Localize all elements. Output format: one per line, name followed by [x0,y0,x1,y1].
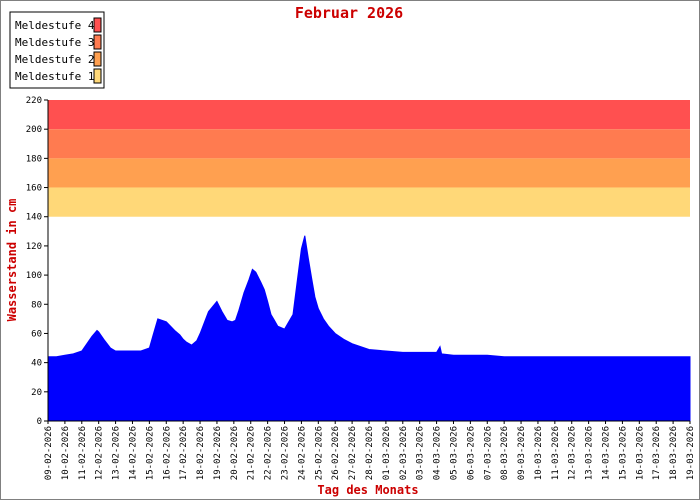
x-tick-label: 19-02-2026 [213,426,223,480]
x-tick-label: 17-02-2026 [179,426,189,480]
x-tick-label: 08-03-2026 [500,426,510,480]
x-tick-label: 14-02-2026 [128,426,138,480]
x-tick-label: 11-03-2026 [551,426,561,480]
x-tick-label: 15-03-2026 [618,426,628,480]
x-tick-label: 06-03-2026 [466,426,476,480]
legend-swatch [93,17,102,33]
legend-label: Meldestufe 3 [15,36,94,49]
y-tick-label: 20 [31,388,42,398]
y-tick-label: 160 [26,184,42,194]
y-tick-label: 100 [26,271,42,281]
y-tick-label: 140 [26,213,42,223]
x-tick-label: 21-02-2026 [247,426,257,480]
x-tick-label: 25-02-2026 [314,426,324,480]
x-tick-label: 22-02-2026 [264,426,274,480]
x-tick-label: 15-02-2026 [145,426,155,480]
x-tick-label: 28-02-2026 [365,426,375,480]
x-tick-label: 14-03-2026 [602,426,612,480]
x-tick-label: 26-02-2026 [331,426,341,480]
warning-band-1 [48,100,690,130]
x-tick-label: 10-03-2026 [534,426,544,480]
x-tick-label: 01-03-2026 [382,426,392,480]
legend-swatch [93,34,102,50]
x-tick-label: 11-02-2026 [78,426,88,480]
warning-band-4 [48,187,690,217]
x-tick-label: 17-03-2026 [652,426,662,480]
y-tick-label: 40 [31,359,42,369]
warning-band-3 [48,158,690,188]
x-tick-label: 09-03-2026 [517,426,527,480]
legend: Meldestufe 4 Meldestufe 3 Meldestufe 2 Meld… [9,11,105,89]
x-tick-label: 18-03-2026 [669,426,679,480]
legend-label: Meldestufe 2 [15,53,94,66]
y-tick-label: 120 [26,242,42,252]
x-tick-label: 23-02-2026 [281,426,291,480]
x-tick-label: 02-03-2026 [399,426,409,480]
chart-title: Februar 2026 [295,4,403,22]
y-tick-label: 80 [31,300,42,310]
x-tick-label: 13-03-2026 [585,426,595,480]
x-tick-label: 18-02-2026 [196,426,206,480]
x-tick-label: 27-02-2026 [348,426,358,480]
x-tick-label: 12-02-2026 [95,426,105,480]
legend-label: Meldestufe 1 [15,70,94,83]
x-tick-label: 09-02-2026 [44,426,54,480]
x-tick-label: 10-02-2026 [61,426,71,480]
y-tick-label: 200 [26,125,42,135]
x-tick-label: 12-03-2026 [568,426,578,480]
legend-swatch [93,68,102,84]
warning-band-2 [48,129,690,159]
legend-label: Meldestufe 4 [15,19,95,32]
x-tick-label: 16-02-2026 [162,426,172,480]
y-axis-label: Wasserstand in cm [5,199,19,322]
y-tick-label: 180 [26,154,42,164]
legend-swatch [93,51,102,67]
x-tick-label: 07-03-2026 [483,426,493,480]
x-tick-label: 04-03-2026 [433,426,443,480]
x-tick-label: 03-03-2026 [416,426,426,480]
series-layer [47,235,691,422]
y-tick-label: 60 [31,329,42,339]
y-tick-label: 220 [26,96,42,106]
water-level-area [47,235,691,422]
x-tick-label: 24-02-2026 [297,426,307,480]
x-tick-label: 19-03-2026 [686,426,696,480]
x-tick-label: 20-02-2026 [230,426,240,480]
x-tick-label: 13-02-2026 [112,426,122,480]
x-tick-label: 05-03-2026 [449,426,459,480]
legend-box [9,11,105,89]
y-tick-label: 0 [37,417,42,427]
axes: 0 20 40 60 80 100 120 140 160 180 200 220 09-02-2026… [26,96,696,480]
x-tick-label: 16-03-2026 [635,426,645,480]
x-axis-label: Tag des Monats [317,483,418,497]
